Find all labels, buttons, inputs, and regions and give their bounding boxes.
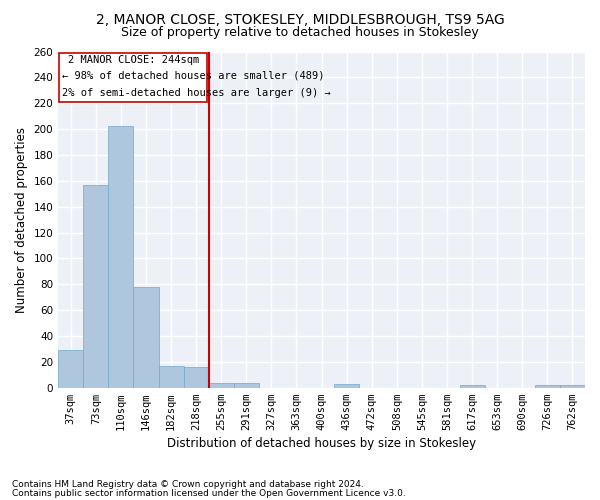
Text: Contains HM Land Registry data © Crown copyright and database right 2024.: Contains HM Land Registry data © Crown c…: [12, 480, 364, 489]
Bar: [184, 367, 209, 388]
Text: 2% of semi-detached houses are larger (9) →: 2% of semi-detached houses are larger (9…: [62, 88, 331, 98]
Bar: [83, 184, 109, 388]
X-axis label: Distribution of detached houses by size in Stokesley: Distribution of detached houses by size …: [167, 437, 476, 450]
Bar: [58, 350, 83, 388]
Bar: [535, 385, 560, 388]
Text: Contains public sector information licensed under the Open Government Licence v3: Contains public sector information licen…: [12, 488, 406, 498]
Bar: [334, 384, 359, 388]
Bar: [133, 287, 158, 388]
Bar: [158, 366, 184, 388]
Text: ← 98% of detached houses are smaller (489): ← 98% of detached houses are smaller (48…: [62, 71, 325, 81]
FancyBboxPatch shape: [59, 53, 208, 102]
Bar: [460, 385, 485, 388]
Bar: [234, 382, 259, 388]
Text: 2, MANOR CLOSE, STOKESLEY, MIDDLESBROUGH, TS9 5AG: 2, MANOR CLOSE, STOKESLEY, MIDDLESBROUGH…: [95, 12, 505, 26]
Bar: [209, 382, 234, 388]
Bar: [560, 385, 585, 388]
Y-axis label: Number of detached properties: Number of detached properties: [15, 126, 28, 312]
Text: 2 MANOR CLOSE: 244sqm: 2 MANOR CLOSE: 244sqm: [68, 56, 199, 66]
Bar: [109, 126, 133, 388]
Text: Size of property relative to detached houses in Stokesley: Size of property relative to detached ho…: [121, 26, 479, 39]
